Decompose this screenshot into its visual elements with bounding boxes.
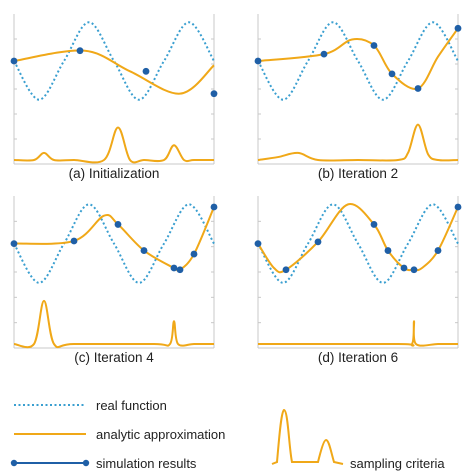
simulation-point <box>114 221 122 228</box>
simulation-point <box>70 237 78 245</box>
simulation-point <box>388 70 396 78</box>
simulation-point <box>434 247 442 254</box>
legend-sampling-swatch <box>271 408 344 465</box>
chart-panel-1: (a) Initialization <box>10 14 218 181</box>
simulation-point <box>384 247 392 254</box>
real-function-line <box>13 203 215 284</box>
simulation-point <box>190 250 198 258</box>
panels: (a) Initialization (b) Iteration 2 (c) Ite… <box>10 14 462 365</box>
sampling-criteria-line <box>257 320 458 347</box>
simulation-point <box>210 90 218 98</box>
simulation-point <box>142 67 150 75</box>
legend-sim-label: simulation results <box>96 456 197 471</box>
analytic-approximation-line <box>13 206 215 273</box>
legend: real function analytic approximation sim… <box>10 398 445 471</box>
analytic-approximation-line <box>13 49 215 95</box>
chart-panel-2: (b) Iteration 2 <box>254 14 462 181</box>
simulation-point <box>454 203 462 211</box>
simulation-point <box>454 24 462 32</box>
simulation-point <box>320 50 328 58</box>
simulation-point <box>210 203 218 211</box>
simulation-point <box>10 57 18 65</box>
legend-sim-marker-left <box>10 459 18 467</box>
panel-caption: (c) Iteration 4 <box>74 350 154 365</box>
simulation-point <box>140 247 148 254</box>
real-function-line <box>257 21 459 101</box>
sampling-criteria-line <box>13 126 214 164</box>
panel-caption: (d) Iteration 6 <box>318 350 398 365</box>
legend-approx-label: analytic approximation <box>96 427 225 442</box>
legend-sampling-label: sampling criteria <box>350 456 445 471</box>
panel-caption: (b) Iteration 2 <box>318 166 398 181</box>
simulation-point <box>314 238 322 246</box>
simulation-point <box>76 47 84 55</box>
simulation-point <box>414 85 422 92</box>
panel-caption: (a) Initialization <box>69 166 160 181</box>
chart-panel-4: (d) Iteration 6 <box>254 196 462 365</box>
analytic-approximation-line <box>257 203 459 274</box>
legend-sim-marker-right <box>82 459 90 467</box>
simulation-point <box>10 240 18 248</box>
simulation-point <box>370 221 378 228</box>
simulation-point <box>370 42 378 49</box>
simulation-point <box>282 266 290 274</box>
simulation-point <box>254 240 262 248</box>
simulation-point <box>254 57 262 65</box>
simulation-point <box>176 266 184 274</box>
legend-real-label: real function <box>96 398 167 413</box>
simulation-point <box>400 264 408 272</box>
simulation-point <box>410 266 418 274</box>
real-function-line <box>13 21 215 101</box>
sampling-criteria-line <box>13 299 214 349</box>
analytic-approximation-line <box>257 27 459 90</box>
real-function-line <box>257 203 459 284</box>
chart-panel-3: (c) Iteration 4 <box>10 196 218 365</box>
sampling-criteria-line <box>257 123 459 162</box>
simulation-point <box>170 264 178 272</box>
